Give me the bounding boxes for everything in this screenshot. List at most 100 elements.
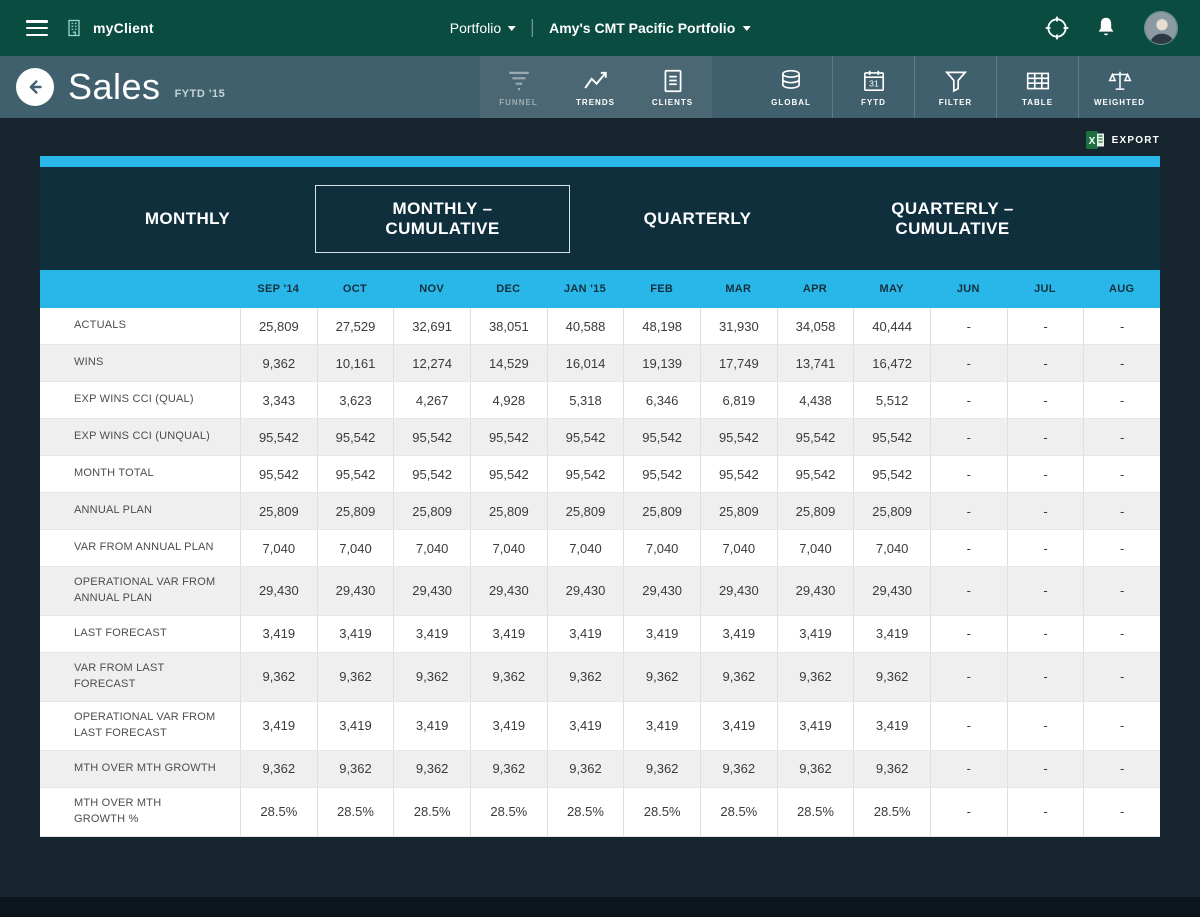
table-button[interactable]: TABLE [996, 56, 1078, 118]
data-cell: - [929, 787, 1007, 836]
data-cell: 95,542 [240, 419, 317, 455]
column-header: MAR [725, 283, 752, 295]
data-cell: - [1083, 308, 1160, 344]
global-button[interactable]: GLOBAL [750, 56, 832, 118]
row-label: EXP WINS CCI (UNQUAL) [74, 430, 211, 443]
portfolio-dropdown[interactable]: Portfolio [449, 20, 517, 36]
data-cell: 25,809 [623, 493, 700, 529]
data-cell: 3,419 [776, 701, 854, 750]
data-cell: - [1083, 701, 1160, 750]
data-cell: 95,542 [853, 456, 930, 492]
data-cell: - [1083, 493, 1160, 529]
clients-view-button[interactable]: CLIENTS [634, 56, 711, 118]
tab-label: QUARTERLY [643, 208, 752, 228]
brand: myClient [64, 18, 154, 38]
global-label: GLOBAL [771, 97, 811, 107]
export-button[interactable]: X EXPORT [1085, 131, 1160, 149]
document-icon [660, 68, 686, 94]
data-cell: - [1006, 652, 1084, 701]
data-cell: 9,362 [853, 652, 930, 701]
data-cell: 3,419 [469, 615, 547, 652]
data-cell: 29,430 [316, 567, 394, 615]
filter-button[interactable]: FILTER [914, 56, 996, 118]
data-cell: - [929, 701, 1007, 750]
tab-monthly-cumulative[interactable]: MONTHLY – CUMULATIVE [315, 184, 570, 253]
sales-table-card: MONTHLY MONTHLY – CUMULATIVE QUARTERLY QUAR… [40, 156, 1160, 837]
portfolio-dropdown-label: Portfolio [449, 20, 502, 36]
data-cell: 9,362 [853, 750, 930, 787]
data-cell: - [1006, 308, 1084, 344]
tab-quarterly-cumulative[interactable]: QUARTERLY – CUMULATIVE [825, 185, 1080, 253]
data-cell: 95,542 [240, 456, 317, 492]
weighted-label: WEIGHTED [1093, 97, 1146, 107]
data-cell: 9,362 [623, 652, 700, 701]
table-row: VAR FROM LAST FORECAST 9,362 9,362 9,362 9,3… [40, 652, 1160, 702]
brand-name: myClient [93, 20, 154, 36]
portfolio-name-dropdown[interactable]: Amy's CMT Pacific Portfolio [549, 20, 751, 36]
data-cell: 9,362 [546, 750, 624, 787]
data-cell: 17,749 [699, 345, 777, 381]
data-cell: 34,058 [776, 308, 854, 344]
data-cell: 19,139 [623, 345, 700, 381]
data-cell: 3,419 [316, 701, 394, 750]
data-cell: - [1006, 530, 1084, 566]
data-cell: - [1083, 567, 1160, 615]
data-cell: 29,430 [623, 567, 700, 615]
data-cell: 7,040 [393, 530, 470, 566]
trends-view-button[interactable]: TRENDS [557, 56, 634, 118]
data-cell: - [1083, 652, 1160, 701]
data-cell: - [929, 652, 1007, 701]
coins-stack-icon [778, 68, 804, 94]
data-cell: 7,040 [240, 530, 317, 566]
data-cell: 28.5% [623, 787, 700, 836]
table-row: EXP WINS CCI (UNQUAL) 95,542 95,542 95,542 9… [40, 419, 1160, 456]
data-cell: 32,691 [393, 308, 470, 344]
row-label: ANNUAL PLAN [74, 504, 153, 517]
data-cell: - [1083, 787, 1160, 836]
data-cell: 95,542 [699, 456, 777, 492]
data-cell: - [1006, 567, 1084, 615]
data-cell: - [1083, 456, 1160, 492]
data-cell: 3,419 [623, 615, 700, 652]
tab-monthly[interactable]: MONTHLY [60, 195, 315, 243]
page-period: FYTD '15 [174, 88, 226, 100]
data-cell: 9,362 [393, 652, 470, 701]
data-cell: 48,198 [623, 308, 700, 344]
data-cell: 4,928 [469, 382, 547, 418]
user-avatar[interactable] [1144, 11, 1178, 45]
data-cell: 95,542 [853, 419, 930, 455]
tab-label: QUARTERLY – CUMULATIVE [891, 198, 1014, 238]
export-label: EXPORT [1111, 134, 1160, 146]
data-cell: - [929, 615, 1007, 652]
funnel-view-button[interactable]: FUNNEL [480, 56, 557, 118]
data-cell: 9,362 [776, 652, 854, 701]
table-row: MONTH TOTAL 95,542 95,542 95,542 95,542 95,54… [40, 456, 1160, 493]
notifications-bell-icon[interactable] [1094, 15, 1120, 41]
data-cell: 25,809 [393, 493, 470, 529]
funnel-bars-icon [506, 68, 532, 94]
data-cell: 95,542 [469, 419, 547, 455]
scales-icon [1107, 68, 1133, 94]
data-cell: - [929, 419, 1007, 455]
tab-quarterly[interactable]: QUARTERLY [570, 195, 825, 243]
column-header: OCT [342, 283, 368, 295]
data-cell: 16,014 [546, 345, 624, 381]
data-cell: 3,419 [240, 615, 317, 652]
table-row: WINS 9,362 10,161 12,274 14,529 16,014 19,139 1… [40, 345, 1160, 382]
row-label: MONTH TOTAL [74, 467, 154, 480]
globe-target-icon[interactable] [1044, 15, 1070, 41]
portfolio-name-label: Amy's CMT Pacific Portfolio [549, 20, 736, 36]
trends-icon [583, 68, 609, 94]
funnel-view-label: FUNNEL [499, 97, 538, 107]
table-row: VAR FROM ANNUAL PLAN 7,040 7,040 7,040 7,040… [40, 530, 1160, 567]
data-cell: 25,809 [240, 308, 317, 344]
data-cell: 12,274 [393, 345, 470, 381]
data-cell: 5,318 [546, 382, 624, 418]
footer-shade [0, 897, 1200, 917]
fytd-button[interactable]: 31 FYTD [832, 56, 914, 118]
weighted-button[interactable]: WEIGHTED [1078, 56, 1160, 118]
clients-view-label: CLIENTS [651, 97, 694, 107]
back-button[interactable] [16, 68, 54, 106]
menu-icon[interactable] [26, 20, 48, 36]
row-label: VAR FROM ANNUAL PLAN [74, 541, 214, 554]
